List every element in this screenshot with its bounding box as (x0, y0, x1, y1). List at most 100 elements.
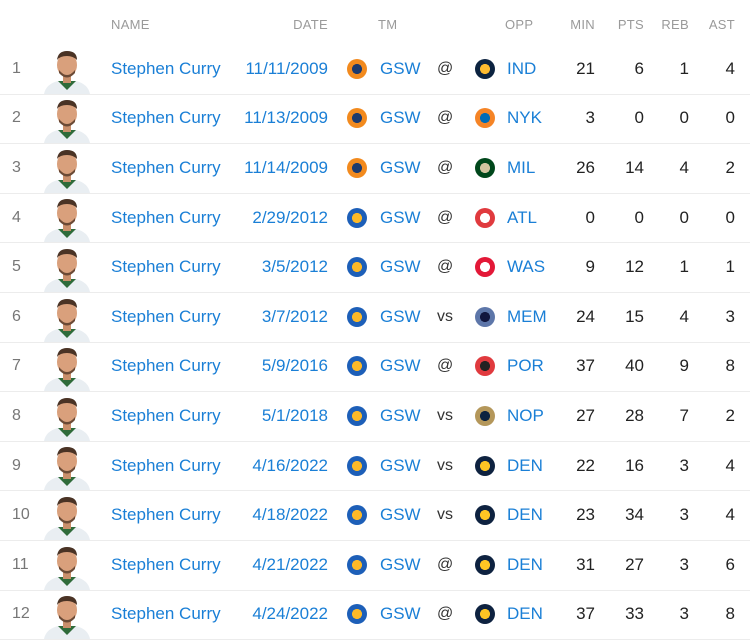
player-name-link[interactable]: Stephen Curry (111, 306, 221, 326)
table-row[interactable]: 3 Stephen Curry 11/14/2009 GSW @ MIL 26 14 4 2 (0, 143, 750, 194)
table-row[interactable]: 12 Stephen Curry 4/24/2022 GSW @ DEN 37 33 3 8 (0, 590, 750, 641)
home-away: @ (437, 555, 454, 573)
opponent-link[interactable]: DEN (507, 554, 543, 574)
team-logo-icon (347, 108, 367, 129)
table-row[interactable]: 7 Stephen Curry 5/9/2016 GSW @ POR 37 40 9 8 (0, 342, 750, 393)
rank: 5 (12, 258, 21, 276)
team-link[interactable]: GSW (380, 306, 421, 326)
header-opp[interactable]: OPP (505, 17, 534, 32)
game-date-link[interactable]: 5/9/2016 (261, 356, 328, 376)
player-avatar (40, 196, 94, 243)
opponent-link[interactable]: WAS (507, 257, 546, 277)
player-name-link[interactable]: Stephen Curry (111, 58, 221, 78)
team-link[interactable]: GSW (380, 405, 421, 425)
table-row[interactable]: 11 Stephen Curry 4/21/2022 GSW @ DEN 31 27 3 6 (0, 540, 750, 591)
points: 34 (625, 505, 644, 525)
opponent-link[interactable]: MEM (507, 306, 547, 326)
team-link[interactable]: GSW (380, 455, 421, 475)
table-row[interactable]: 2 Stephen Curry 11/13/2009 GSW @ NYK 3 0 0 0 (0, 94, 750, 145)
opponent-logo-icon (475, 455, 495, 476)
player-name-link[interactable]: Stephen Curry (111, 505, 221, 525)
rank: 6 (12, 307, 21, 325)
rebounds: 7 (679, 405, 689, 425)
team-link[interactable]: GSW (380, 58, 421, 78)
rebounds: 3 (679, 604, 689, 624)
team-logo-icon (347, 405, 367, 426)
opponent-logo-icon (475, 505, 495, 526)
player-avatar (40, 147, 94, 193)
game-date-link[interactable]: 4/16/2022 (252, 455, 328, 475)
team-link[interactable]: GSW (380, 108, 421, 128)
header-reb[interactable]: REB (661, 17, 689, 32)
game-date-link[interactable]: 4/21/2022 (252, 554, 328, 574)
header-name[interactable]: NAME (111, 17, 150, 32)
team-logo-icon (347, 58, 367, 79)
game-date-link[interactable]: 2/29/2012 (252, 207, 328, 227)
opponent-link[interactable]: NOP (507, 405, 544, 425)
header-ast[interactable]: AST (708, 17, 735, 32)
team-logo-icon (347, 455, 367, 476)
opponent-link[interactable]: ATL (507, 207, 537, 227)
game-date-link[interactable]: 3/7/2012 (261, 306, 328, 326)
opponent-link[interactable]: IND (507, 58, 537, 78)
table-row[interactable]: 5 Stephen Curry 3/5/2012 GSW @ WAS 9 12 1 1 (0, 242, 750, 293)
home-away: @ (437, 605, 454, 623)
minutes: 37 (576, 604, 595, 624)
assists: 0 (725, 207, 735, 227)
player-name-link[interactable]: Stephen Curry (111, 455, 221, 475)
player-name-link[interactable]: Stephen Curry (111, 257, 221, 277)
opponent-link[interactable]: DEN (507, 505, 543, 525)
player-name-link[interactable]: Stephen Curry (111, 554, 221, 574)
header-tm[interactable]: TM (378, 17, 398, 32)
player-name-link[interactable]: Stephen Curry (111, 108, 221, 128)
team-link[interactable]: GSW (380, 257, 421, 277)
game-date-link[interactable]: 5/1/2018 (261, 405, 328, 425)
team-link[interactable]: GSW (380, 505, 421, 525)
assists: 4 (725, 455, 735, 475)
opponent-link[interactable]: DEN (507, 455, 543, 475)
game-date-link[interactable]: 3/5/2012 (261, 257, 328, 277)
player-name-link[interactable]: Stephen Curry (111, 405, 221, 425)
assists: 4 (725, 58, 735, 78)
game-date-link[interactable]: 11/13/2009 (244, 108, 328, 128)
game-date-link[interactable]: 4/18/2022 (252, 505, 328, 525)
header-pts[interactable]: PTS (617, 17, 644, 32)
game-date-link[interactable]: 11/11/2009 (245, 58, 328, 78)
opponent-link[interactable]: NYK (507, 108, 542, 128)
table-row[interactable]: 8 Stephen Curry 5/1/2018 GSW vs NOP 27 28 7 2 (0, 391, 750, 442)
team-logo-icon (347, 157, 367, 178)
header-date[interactable]: DATE (293, 17, 328, 32)
player-name-link[interactable]: Stephen Curry (111, 356, 221, 376)
game-date-link[interactable]: 11/14/2009 (244, 157, 328, 177)
player-name-link[interactable]: Stephen Curry (111, 157, 221, 177)
table-row[interactable]: 9 Stephen Curry 4/16/2022 GSW vs DEN 22 16 3 4 (0, 441, 750, 492)
team-link[interactable]: GSW (380, 157, 421, 177)
team-link[interactable]: GSW (380, 604, 421, 624)
rebounds: 9 (679, 356, 689, 376)
minutes: 23 (576, 505, 595, 525)
player-name-link[interactable]: Stephen Curry (111, 207, 221, 227)
opponent-link[interactable]: POR (507, 356, 544, 376)
opponent-link[interactable]: DEN (507, 604, 543, 624)
team-link[interactable]: GSW (380, 554, 421, 574)
minutes: 0 (585, 207, 595, 227)
table-row[interactable]: 4 Stephen Curry 2/29/2012 GSW @ ATL 0 0 0 0 (0, 193, 750, 244)
opponent-link[interactable]: MIL (507, 157, 536, 177)
opponent-logo-icon (475, 604, 495, 625)
game-date-link[interactable]: 4/24/2022 (252, 604, 328, 624)
table-row[interactable]: 6 Stephen Curry 3/7/2012 GSW vs MEM 24 15 4 3 (0, 292, 750, 343)
team-link[interactable]: GSW (380, 356, 421, 376)
home-away: vs (437, 307, 453, 325)
assists: 3 (725, 306, 735, 326)
table-row[interactable]: 1 Stephen Curry 11/11/2009 GSW @ IND 21 6 1 4 (0, 44, 750, 95)
rebounds: 1 (679, 58, 689, 78)
team-link[interactable]: GSW (380, 207, 421, 227)
table-row[interactable]: 10 Stephen Curry 4/18/2022 GSW vs DEN 23 34 3 4 (0, 490, 750, 541)
player-name-link[interactable]: Stephen Curry (111, 604, 221, 624)
points: 0 (634, 207, 644, 227)
team-logo-icon (347, 207, 367, 228)
opponent-logo-icon (475, 108, 495, 129)
header-min[interactable]: MIN (570, 17, 595, 32)
player-avatar (40, 246, 94, 292)
assists: 2 (725, 405, 735, 425)
